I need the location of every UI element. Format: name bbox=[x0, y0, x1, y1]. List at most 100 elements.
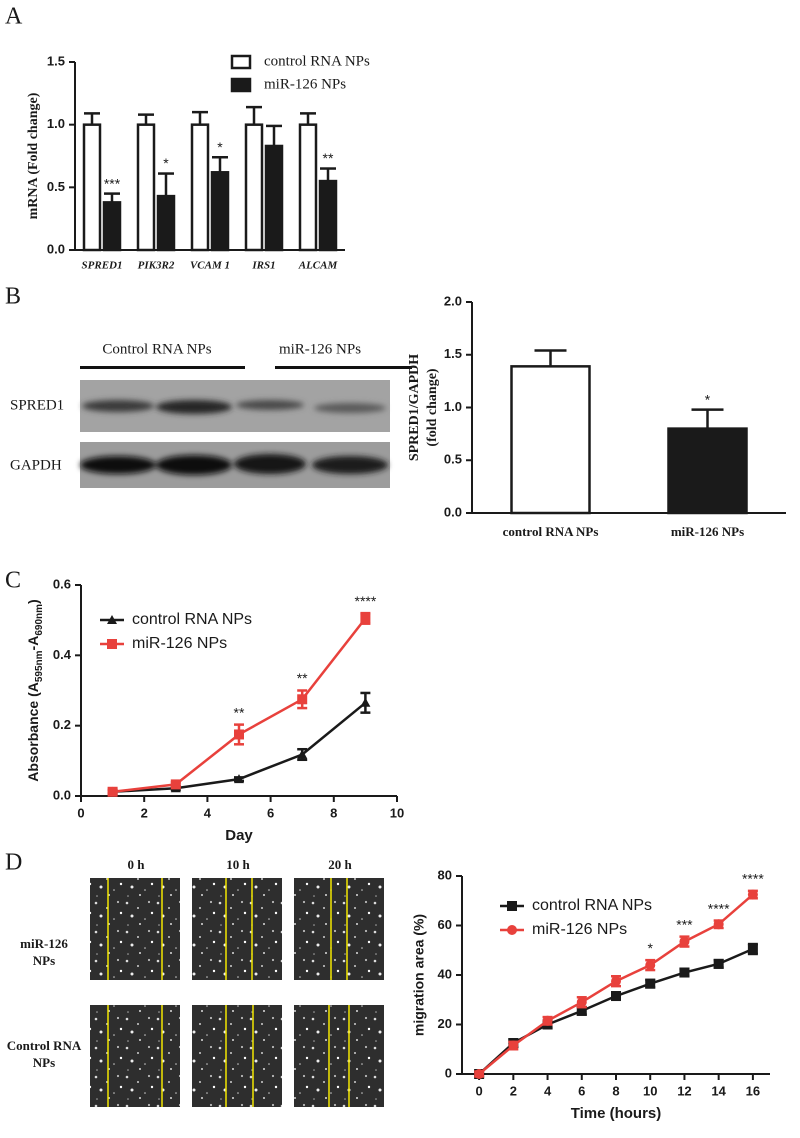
micrograph bbox=[192, 878, 282, 980]
x-tick-label: VCAM 1 bbox=[190, 260, 230, 272]
significance: **** bbox=[742, 871, 764, 887]
micrograph bbox=[90, 878, 180, 980]
y-axis-label-part: 690nm bbox=[34, 604, 45, 636]
panel-label: A bbox=[5, 4, 23, 30]
x-tick-label: 2 bbox=[141, 805, 148, 820]
marker bbox=[611, 976, 621, 987]
marker bbox=[107, 639, 117, 649]
y-tick-label: 40 bbox=[438, 966, 452, 981]
y-tick-label: 0.2 bbox=[53, 717, 71, 732]
bar bbox=[318, 179, 338, 252]
legend-label: control RNA NPs bbox=[132, 611, 252, 628]
legend-label: control RNA NPs bbox=[532, 897, 652, 914]
legend-label: miR-126 NPs bbox=[264, 76, 346, 92]
significance: * bbox=[163, 155, 169, 171]
x-tick-label: ALCAM bbox=[298, 260, 339, 272]
bar bbox=[210, 171, 230, 252]
x-axis-label: Day bbox=[225, 827, 253, 844]
blot-group: Control RNA NPs bbox=[102, 341, 211, 357]
significance: *** bbox=[104, 175, 121, 191]
marker bbox=[170, 779, 181, 790]
x-tick-label: 6 bbox=[578, 1083, 585, 1098]
y-axis-label: migration area (%) bbox=[411, 914, 427, 1036]
marker bbox=[747, 944, 758, 955]
micrograph bbox=[192, 1005, 282, 1107]
y-axis-label-part: ) bbox=[25, 599, 41, 604]
y-tick-label: 0.6 bbox=[53, 576, 71, 591]
row-label: Control RNA bbox=[7, 1038, 82, 1053]
scratch-lines bbox=[107, 878, 350, 1107]
y-axis-label-part: -A bbox=[25, 636, 41, 651]
marker bbox=[679, 967, 690, 978]
marker bbox=[234, 729, 244, 740]
x-tick-label: 12 bbox=[677, 1083, 691, 1098]
significance: ** bbox=[323, 150, 334, 166]
bar bbox=[156, 194, 176, 252]
y-tick-label: 1.0 bbox=[47, 116, 65, 131]
y-tick-label: 0.5 bbox=[444, 452, 462, 467]
blot-row: GAPDH bbox=[10, 457, 62, 473]
marker bbox=[611, 991, 621, 1002]
marker bbox=[507, 925, 517, 935]
x-axis-label: Time (hours) bbox=[571, 1105, 662, 1122]
y-tick-label: 1.0 bbox=[444, 399, 462, 414]
y-axis-label: (fold change) bbox=[425, 368, 440, 447]
y-tick-label: 20 bbox=[438, 1016, 452, 1031]
legend-swatch bbox=[230, 54, 252, 70]
blot-group: miR-126 NPs bbox=[279, 341, 361, 357]
marker bbox=[508, 1040, 519, 1051]
x-tick-label: 16 bbox=[746, 1083, 760, 1098]
x-tick-label: 10 bbox=[643, 1083, 657, 1098]
x-tick-label: 0 bbox=[475, 1083, 482, 1098]
blot-row: SPRED1 bbox=[10, 397, 64, 413]
blot-bands bbox=[80, 400, 388, 475]
y-tick-label: 0.0 bbox=[53, 787, 71, 802]
bar bbox=[102, 201, 122, 252]
significance: **** bbox=[355, 593, 377, 609]
marker bbox=[474, 1069, 485, 1079]
legend-label: miR-126 NPs bbox=[132, 635, 227, 652]
y-axis-label: mRNA (Fold change) bbox=[26, 92, 41, 219]
marker bbox=[542, 1015, 553, 1026]
marker bbox=[747, 889, 758, 900]
marker bbox=[360, 697, 371, 707]
x-tick-label: 4 bbox=[204, 805, 212, 820]
marker bbox=[107, 615, 117, 624]
y-axis-label: SPRED1/GAPDH bbox=[407, 354, 422, 461]
marker bbox=[713, 958, 724, 969]
column-label: 0 h bbox=[128, 857, 146, 872]
x-tick-label: control RNA NPs bbox=[503, 524, 599, 539]
marker bbox=[234, 774, 244, 784]
x-tick-label: 8 bbox=[612, 1083, 619, 1098]
bar bbox=[264, 144, 284, 252]
marker bbox=[360, 613, 371, 624]
x-tick-label: 8 bbox=[330, 805, 337, 820]
marker bbox=[576, 997, 587, 1008]
x-tick-label: 10 bbox=[390, 805, 404, 820]
marker bbox=[645, 960, 656, 971]
marker bbox=[679, 936, 690, 947]
marker bbox=[713, 919, 724, 930]
series-line bbox=[478, 947, 754, 1075]
y-tick-label: 0.0 bbox=[444, 504, 462, 519]
significance: * bbox=[217, 139, 223, 155]
legend-swatch bbox=[230, 77, 252, 93]
y-tick-label: 0.5 bbox=[47, 179, 65, 194]
micrograph bbox=[294, 1005, 384, 1107]
significance: **** bbox=[708, 900, 730, 916]
y-tick-label: 0.4 bbox=[53, 647, 72, 662]
column-label: 10 h bbox=[226, 857, 250, 872]
bar bbox=[510, 365, 591, 515]
x-tick-label: PIK3R2 bbox=[138, 260, 175, 272]
y-axis-label-part: 595nm bbox=[34, 650, 45, 682]
bar bbox=[244, 123, 264, 252]
group-line bbox=[80, 366, 245, 369]
bar bbox=[298, 123, 318, 252]
row-label: NPs bbox=[33, 1055, 55, 1070]
x-tick-label: 4 bbox=[544, 1083, 552, 1098]
micrograph bbox=[90, 1005, 180, 1107]
y-tick-label: 60 bbox=[438, 917, 452, 932]
y-tick-label: 1.5 bbox=[444, 346, 462, 361]
bar bbox=[136, 123, 156, 252]
